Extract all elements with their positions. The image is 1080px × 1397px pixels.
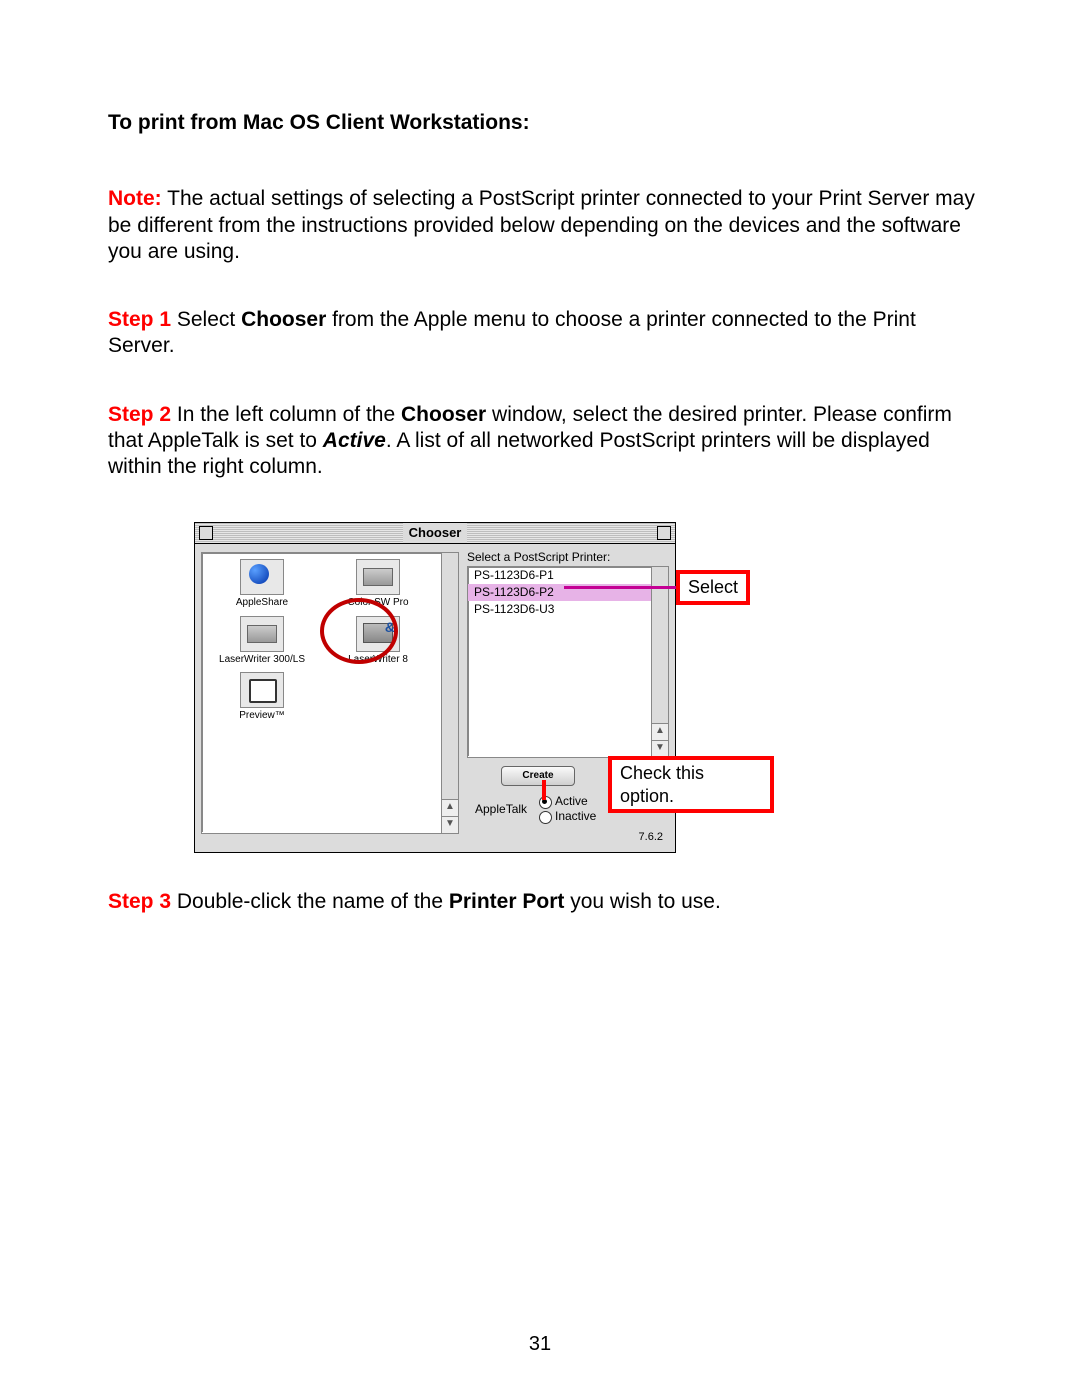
create-button[interactable]: Create bbox=[501, 766, 575, 786]
printer-row-u3[interactable]: PS-1123D6-U3 bbox=[468, 601, 668, 618]
step2-label: Step 2 bbox=[108, 403, 171, 426]
step-1: Step 1 Select Chooser from the Apple men… bbox=[108, 307, 980, 360]
callout-select: Select bbox=[676, 570, 750, 605]
colorsw-icon[interactable]: Color SW Pro bbox=[322, 559, 434, 610]
step2-chooser: Chooser bbox=[401, 403, 486, 426]
left-scrollbar[interactable]: ▲ ▼ bbox=[441, 553, 458, 833]
radio-inactive[interactable]: Inactive bbox=[539, 809, 596, 824]
radio-active-label: Active bbox=[555, 794, 588, 808]
chooser-title: Chooser bbox=[403, 523, 468, 543]
step1-chooser: Chooser bbox=[241, 308, 326, 331]
lw8-icon[interactable]: LaserWriter 8 bbox=[322, 616, 434, 667]
right-scrollbar[interactable]: ▲ ▼ bbox=[651, 567, 668, 757]
printer-list-pane: PS-1123D6-P1 PS-1123D6-P2 PS-1123D6-U3 ▲… bbox=[467, 566, 669, 758]
callout-line-check bbox=[542, 780, 546, 800]
printer-row-p1[interactable]: PS-1123D6-P1 bbox=[468, 567, 668, 584]
step3-port: Printer Port bbox=[449, 890, 565, 913]
step-3: Step 3 Double-click the name of the Prin… bbox=[108, 889, 980, 915]
note-text: The actual settings of selecting a PostS… bbox=[108, 187, 975, 263]
appletalk-radio-group: Active Inactive bbox=[539, 794, 596, 824]
step1-label: Step 1 bbox=[108, 308, 171, 331]
scroll-down-icon[interactable]: ▼ bbox=[442, 816, 458, 833]
appletalk-label: AppleTalk bbox=[475, 802, 527, 817]
callout-line-select bbox=[564, 586, 676, 589]
page-heading: To print from Mac OS Client Workstations… bbox=[108, 110, 980, 136]
preview-label: Preview™ bbox=[239, 710, 285, 721]
scroll-up-icon[interactable]: ▲ bbox=[652, 723, 668, 740]
lw300-label: LaserWriter 300/LS bbox=[219, 654, 305, 665]
lw300-icon[interactable]: LaserWriter 300/LS bbox=[206, 616, 318, 667]
step2-a: In the left column of the bbox=[171, 403, 401, 426]
appleshare-label: AppleShare bbox=[236, 597, 288, 608]
note-paragraph: Note: The actual settings of selecting a… bbox=[108, 186, 980, 265]
close-icon[interactable] bbox=[199, 526, 213, 540]
right-pane-header: Select a PostScript Printer: bbox=[467, 550, 610, 565]
zoom-icon[interactable] bbox=[657, 526, 671, 540]
step3-label: Step 3 bbox=[108, 890, 171, 913]
step1-a: Select bbox=[171, 308, 241, 331]
radio-active[interactable]: Active bbox=[539, 794, 596, 809]
chooser-version: 7.6.2 bbox=[639, 831, 663, 845]
radio-inactive-label: Inactive bbox=[555, 809, 596, 823]
chooser-window: Chooser AppleShare Color SW Pro bbox=[194, 522, 676, 853]
appleshare-icon[interactable]: AppleShare bbox=[206, 559, 318, 610]
scroll-down-icon[interactable]: ▼ bbox=[652, 740, 668, 757]
chooser-screenshot: Chooser AppleShare Color SW Pro bbox=[194, 522, 774, 853]
step3-b: you wish to use. bbox=[564, 890, 720, 913]
driver-list-pane: AppleShare Color SW Pro LaserWriter 300/… bbox=[201, 552, 459, 834]
lw8-label: LaserWriter 8 bbox=[348, 654, 408, 665]
step3-a: Double-click the name of the bbox=[171, 890, 449, 913]
scroll-up-icon[interactable]: ▲ bbox=[442, 799, 458, 816]
note-label: Note: bbox=[108, 187, 162, 210]
chooser-titlebar: Chooser bbox=[195, 523, 675, 544]
callout-check: Check this option. bbox=[608, 756, 774, 813]
step-2: Step 2 In the left column of the Chooser… bbox=[108, 402, 980, 481]
step2-active: Active bbox=[323, 429, 386, 452]
page-number: 31 bbox=[0, 1332, 1080, 1357]
colorsw-label: Color SW Pro bbox=[347, 597, 408, 608]
preview-icon[interactable]: Preview™ bbox=[206, 672, 318, 723]
